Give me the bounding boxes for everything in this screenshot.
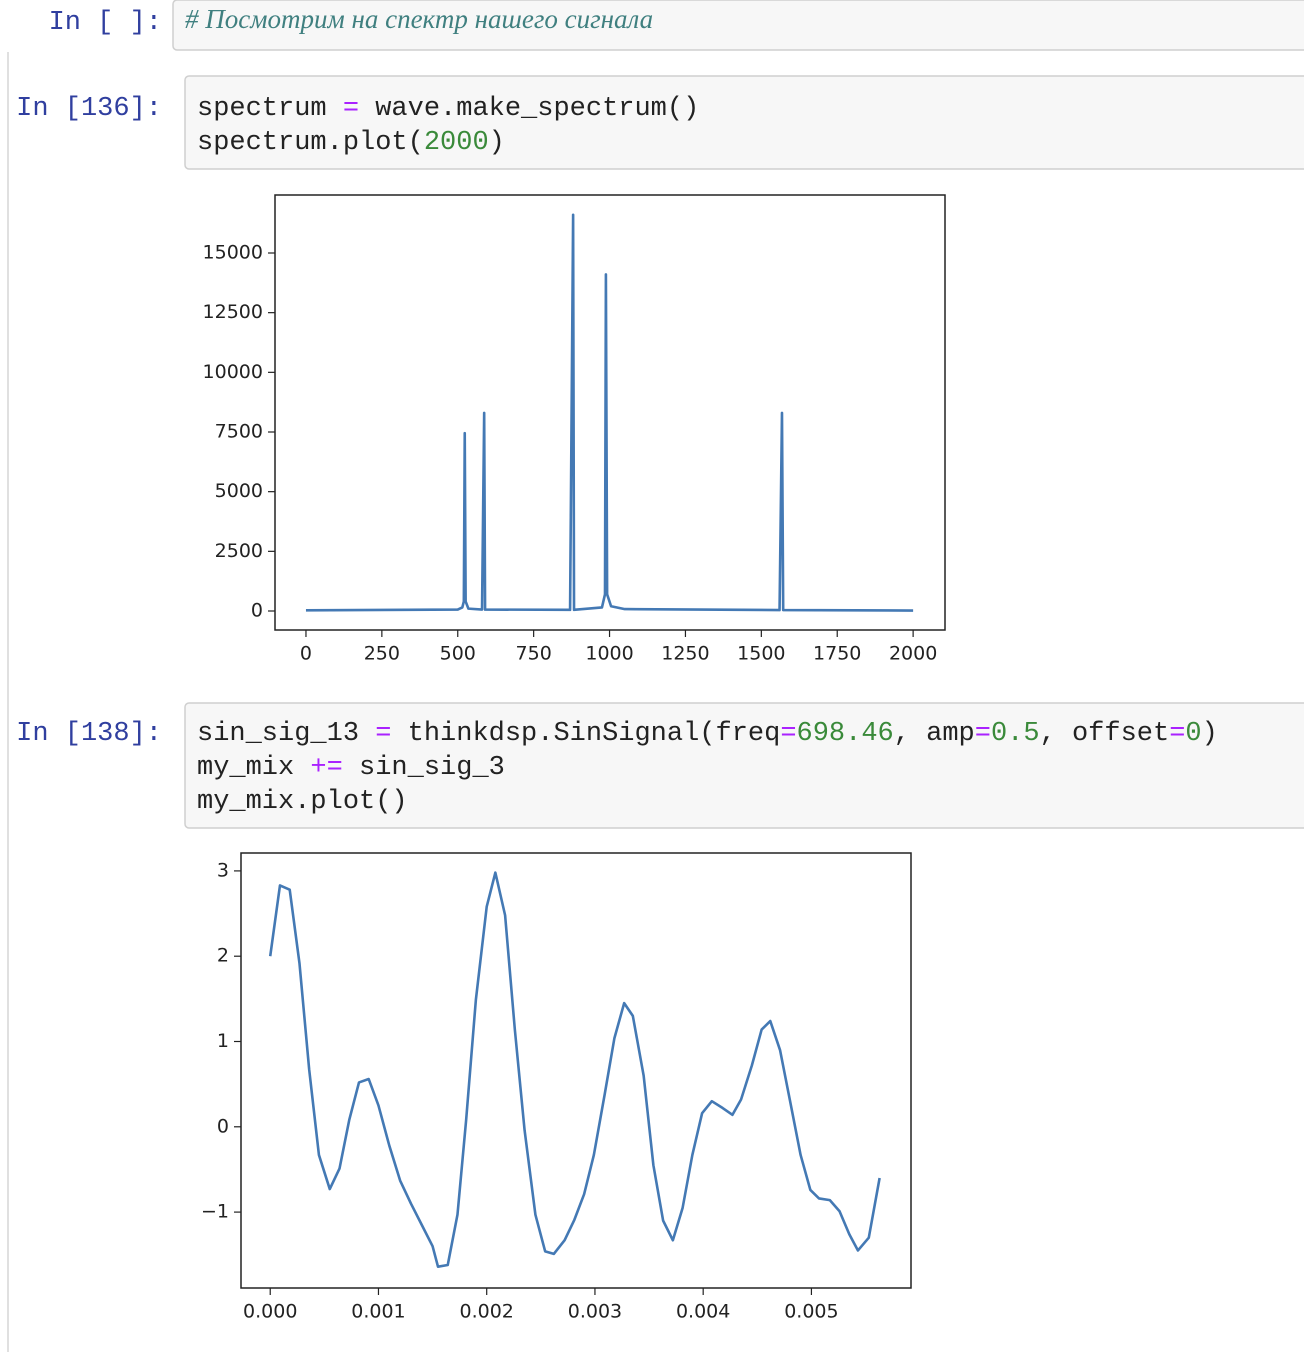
line-series [268, 871, 881, 1268]
y-tick-label: 0 [217, 1115, 229, 1137]
code-box [184, 75, 1304, 170]
y-tick-label: 1 [217, 1030, 229, 1052]
code-line: spectrum = wave.make_spectrum() [197, 94, 699, 124]
line-series [305, 213, 914, 612]
x-tick-label: 1750 [813, 643, 861, 665]
x-tick-label: 0.001 [351, 1301, 405, 1323]
y-tick-label: 10000 [203, 361, 263, 383]
prompt: In [138]: [16, 719, 162, 749]
x-tick-label: 2000 [889, 643, 937, 665]
y-tick-label: 15000 [203, 241, 263, 263]
y-tick-label: 7500 [215, 420, 263, 442]
x-tick-label: 250 [364, 643, 400, 665]
y-tick-label: 5000 [215, 480, 263, 502]
code-line: sin_sig_13 = thinkdsp.SinSignal(freq=698… [197, 719, 1218, 749]
code-line: my_mix += sin_sig_3 [197, 753, 505, 783]
x-tick-label: 0 [300, 643, 312, 665]
code-line: spectrum.plot(2000) [197, 128, 505, 158]
prompt: In [ ]: [49, 8, 162, 38]
plot-frame [240, 852, 912, 1289]
x-tick-label: 0.002 [459, 1301, 513, 1323]
y-tick-label: 2500 [215, 540, 263, 562]
x-tick-label: 1000 [585, 643, 633, 665]
x-tick-label: 0.003 [568, 1301, 622, 1323]
code-box [184, 702, 1304, 829]
code-line: my_mix.plot() [197, 787, 408, 817]
x-tick-label: 0.000 [243, 1301, 297, 1323]
y-tick-label: 2 [217, 945, 229, 967]
code-box [172, 0, 1304, 51]
x-tick-label: 0.005 [784, 1301, 838, 1323]
x-tick-label: 750 [516, 643, 552, 665]
x-tick-label: 0.004 [676, 1301, 730, 1323]
y-tick-label: 3 [217, 859, 229, 881]
y-tick-label: 0 [251, 600, 263, 622]
x-tick-label: 1500 [737, 643, 785, 665]
x-tick-label: 1250 [661, 643, 709, 665]
y-tick-label: 12500 [203, 301, 263, 323]
y-tick-label: −1 [201, 1201, 229, 1223]
x-tick-label: 500 [440, 643, 476, 665]
prompt: In [136]: [16, 94, 162, 124]
code-line: # Посмотрим на спектр нашего сигнала [185, 4, 653, 34]
plot-frame [274, 194, 946, 631]
